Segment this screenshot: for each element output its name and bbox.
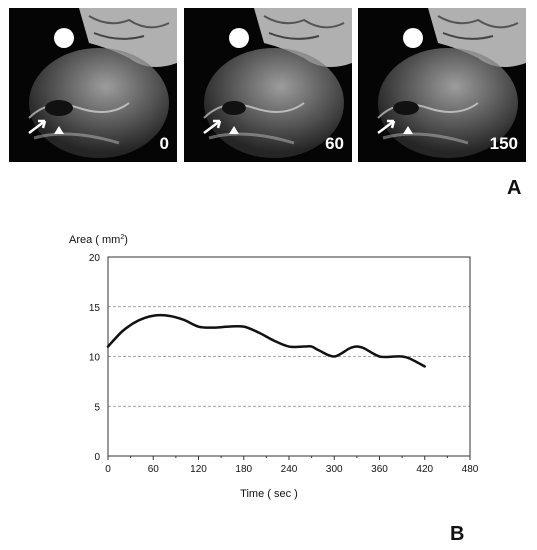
y-tick-label: 5 [94, 402, 100, 413]
x-tick-label: 120 [190, 464, 207, 475]
frame-time-label: 0 [159, 134, 169, 153]
image-frame-60: 60 [184, 8, 352, 162]
frame-time-label: 60 [325, 134, 344, 153]
tick-labels: 0 5 10 15 20 0 60 120 180 240 300 360 420 480 [89, 253, 479, 475]
x-tick-label: 420 [416, 464, 433, 475]
area-time-chart: Area ( mm2) 0 5 10 15 20 0 60 120 180 240 300 360 42… [69, 234, 479, 500]
y-tick-label: 0 [94, 452, 100, 463]
axes [107, 256, 471, 460]
x-tick-label: 180 [235, 464, 252, 475]
image-frame-0: 0 [9, 8, 177, 162]
ct-image-0 [28, 8, 177, 158]
x-tick-label: 0 [105, 464, 111, 475]
x-tick-label: 300 [326, 464, 343, 475]
y-tick-label: 20 [89, 253, 101, 264]
panel-a-letter: A [507, 177, 522, 199]
x-tick-label: 480 [462, 464, 479, 475]
x-tick-label: 360 [371, 464, 388, 475]
y-tick-label: 10 [89, 353, 101, 364]
x-axis-label: Time ( sec ) [240, 488, 298, 500]
grid-lines [108, 306, 470, 407]
ct-image-150 [377, 8, 526, 158]
x-tick-label: 240 [281, 464, 298, 475]
y-tick-label: 15 [89, 303, 101, 314]
ct-image-60 [203, 8, 352, 158]
x-tick-label: 60 [148, 464, 160, 475]
panel-b-letter: B [450, 523, 465, 545]
frame-time-label: 150 [489, 134, 518, 153]
image-frame-150: 150 [358, 8, 526, 162]
series-line [106, 313, 426, 368]
y-axis-label: Area ( mm2) [69, 234, 128, 246]
